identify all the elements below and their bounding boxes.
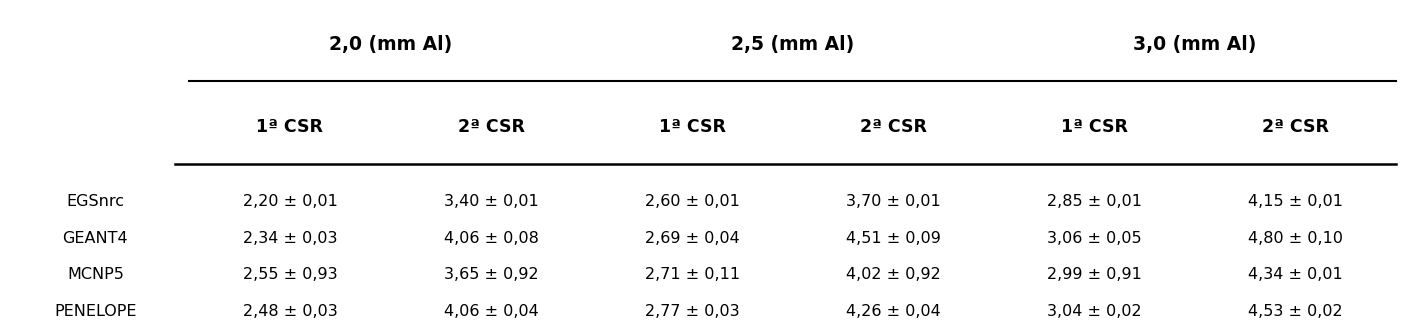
Text: MCNP5: MCNP5 [67, 267, 123, 282]
Text: 2,77 ± 0,03: 2,77 ± 0,03 [645, 304, 739, 319]
Text: 2,71 ± 0,11: 2,71 ± 0,11 [644, 267, 739, 282]
Text: 4,26 ± 0,04: 4,26 ± 0,04 [846, 304, 940, 319]
Text: 2,48 ± 0,03: 2,48 ± 0,03 [243, 304, 337, 319]
Text: 4,02 ± 0,92: 4,02 ± 0,92 [846, 267, 940, 282]
Text: EGSnrc: EGSnrc [66, 194, 125, 210]
Text: 4,06 ± 0,04: 4,06 ± 0,04 [443, 304, 539, 319]
Text: 2,69 ± 0,04: 2,69 ± 0,04 [645, 231, 739, 246]
Text: 2,0 (mm Al): 2,0 (mm Al) [328, 35, 452, 54]
Text: 3,06 ± 0,05: 3,06 ± 0,05 [1047, 231, 1142, 246]
Text: 4,51 ± 0,09: 4,51 ± 0,09 [846, 231, 940, 246]
Text: 1ª CSR: 1ª CSR [1061, 118, 1128, 136]
Text: 2,60 ± 0,01: 2,60 ± 0,01 [645, 194, 739, 210]
Text: 2,5 (mm Al): 2,5 (mm Al) [731, 35, 854, 54]
Text: 3,70 ± 0,01: 3,70 ± 0,01 [846, 194, 940, 210]
Text: 4,15 ± 0,01: 4,15 ± 0,01 [1247, 194, 1343, 210]
Text: 2,20 ± 0,01: 2,20 ± 0,01 [243, 194, 337, 210]
Text: 2,55 ± 0,93: 2,55 ± 0,93 [243, 267, 337, 282]
Text: 1ª CSR: 1ª CSR [257, 118, 324, 136]
Text: 2ª CSR: 2ª CSR [860, 118, 927, 136]
Text: 2,85 ± 0,01: 2,85 ± 0,01 [1047, 194, 1142, 210]
Text: 4,53 ± 0,02: 4,53 ± 0,02 [1249, 304, 1343, 319]
Text: 4,80 ± 0,10: 4,80 ± 0,10 [1247, 231, 1343, 246]
Text: 2,99 ± 0,91: 2,99 ± 0,91 [1047, 267, 1142, 282]
Text: 3,40 ± 0,01: 3,40 ± 0,01 [443, 194, 539, 210]
Text: 4,34 ± 0,01: 4,34 ± 0,01 [1249, 267, 1343, 282]
Text: 4,06 ± 0,08: 4,06 ± 0,08 [443, 231, 539, 246]
Text: 2,34 ± 0,03: 2,34 ± 0,03 [243, 231, 337, 246]
Text: GEANT4: GEANT4 [63, 231, 128, 246]
Text: PENELOPE: PENELOPE [55, 304, 136, 319]
Text: 2ª CSR: 2ª CSR [1261, 118, 1329, 136]
Text: 1ª CSR: 1ª CSR [658, 118, 725, 136]
Text: 3,0 (mm Al): 3,0 (mm Al) [1134, 35, 1257, 54]
Text: 3,65 ± 0,92: 3,65 ± 0,92 [443, 267, 539, 282]
Text: 2ª CSR: 2ª CSR [457, 118, 525, 136]
Text: 3,04 ± 0,02: 3,04 ± 0,02 [1047, 304, 1142, 319]
